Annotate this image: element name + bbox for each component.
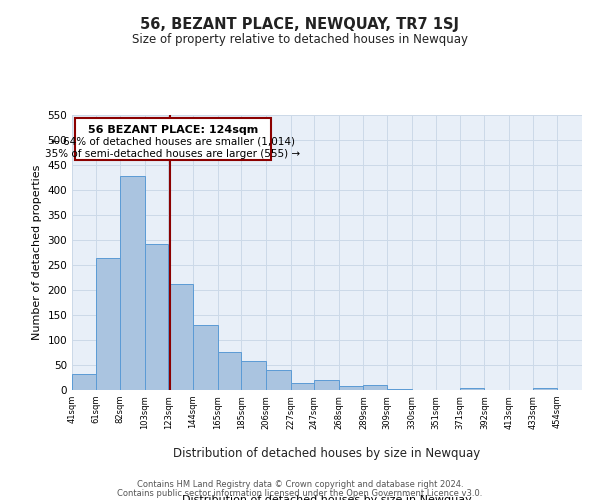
Y-axis label: Number of detached properties: Number of detached properties bbox=[32, 165, 42, 340]
Bar bbox=[266, 370, 290, 390]
Text: Contains HM Land Registry data © Crown copyright and database right 2024.: Contains HM Land Registry data © Crown c… bbox=[137, 480, 463, 489]
X-axis label: Distribution of detached houses by size in Newquay: Distribution of detached houses by size … bbox=[182, 496, 472, 500]
Bar bbox=[314, 380, 339, 390]
Text: 56, BEZANT PLACE, NEWQUAY, TR7 1SJ: 56, BEZANT PLACE, NEWQUAY, TR7 1SJ bbox=[140, 18, 460, 32]
Bar bbox=[120, 176, 145, 390]
Bar bbox=[387, 389, 412, 390]
Text: ← 64% of detached houses are smaller (1,014): ← 64% of detached houses are smaller (1,… bbox=[51, 136, 295, 146]
Bar bbox=[95, 258, 120, 390]
Text: Distribution of detached houses by size in Newquay: Distribution of detached houses by size … bbox=[173, 448, 481, 460]
Bar bbox=[169, 284, 193, 390]
Text: Size of property relative to detached houses in Newquay: Size of property relative to detached ho… bbox=[132, 32, 468, 46]
Text: 35% of semi-detached houses are larger (555) →: 35% of semi-detached houses are larger (… bbox=[45, 148, 300, 158]
FancyBboxPatch shape bbox=[74, 118, 271, 160]
Text: 56 BEZANT PLACE: 124sqm: 56 BEZANT PLACE: 124sqm bbox=[88, 124, 258, 134]
Bar bbox=[290, 382, 314, 390]
Bar bbox=[193, 325, 218, 390]
Bar bbox=[364, 385, 387, 390]
Bar bbox=[145, 244, 169, 390]
Bar bbox=[218, 352, 241, 390]
Bar bbox=[339, 386, 364, 390]
Bar bbox=[533, 388, 557, 390]
Bar bbox=[72, 374, 95, 390]
Bar bbox=[460, 388, 484, 390]
Bar bbox=[241, 360, 266, 390]
Text: Contains public sector information licensed under the Open Government Licence v3: Contains public sector information licen… bbox=[118, 489, 482, 498]
